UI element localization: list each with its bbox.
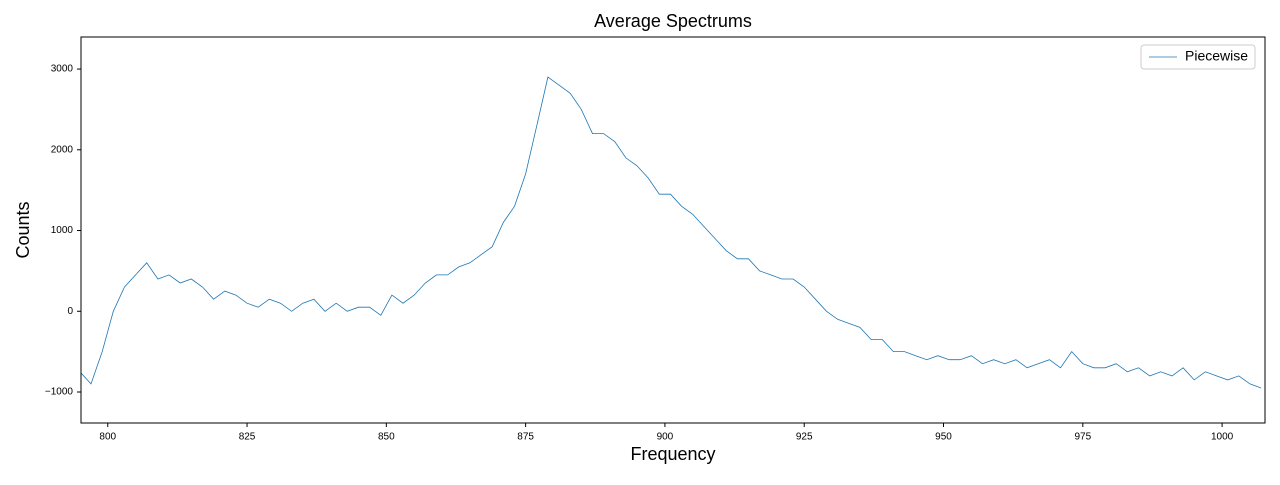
x-tick-label: 925 (796, 432, 813, 443)
x-tick-label: 850 (378, 432, 395, 443)
x-tick-label: 825 (239, 432, 256, 443)
x-tick-label: 975 (1074, 432, 1091, 443)
plot-frame (80, 36, 1266, 424)
legend-label: Piecewise (1185, 48, 1248, 64)
x-tick-label: 900 (657, 432, 674, 443)
y-axis-label: Counts (13, 201, 33, 258)
x-axis-label: Frequency (630, 444, 715, 464)
y-tick-label: 0 (67, 306, 73, 317)
x-tick-label: 875 (517, 432, 534, 443)
x-tick-label: 1000 (1211, 432, 1234, 443)
y-tick-label: 1000 (51, 225, 74, 236)
chart-title: Average Spectrums (594, 11, 752, 31)
data-line (81, 76, 1262, 389)
legend-box (1140, 44, 1256, 70)
y-tick-label: 3000 (51, 64, 74, 75)
x-tick-label: 950 (935, 432, 952, 443)
x-tick-label: 800 (99, 432, 116, 443)
y-tick-label: −1000 (45, 387, 74, 398)
y-tick-label: 2000 (51, 144, 74, 155)
